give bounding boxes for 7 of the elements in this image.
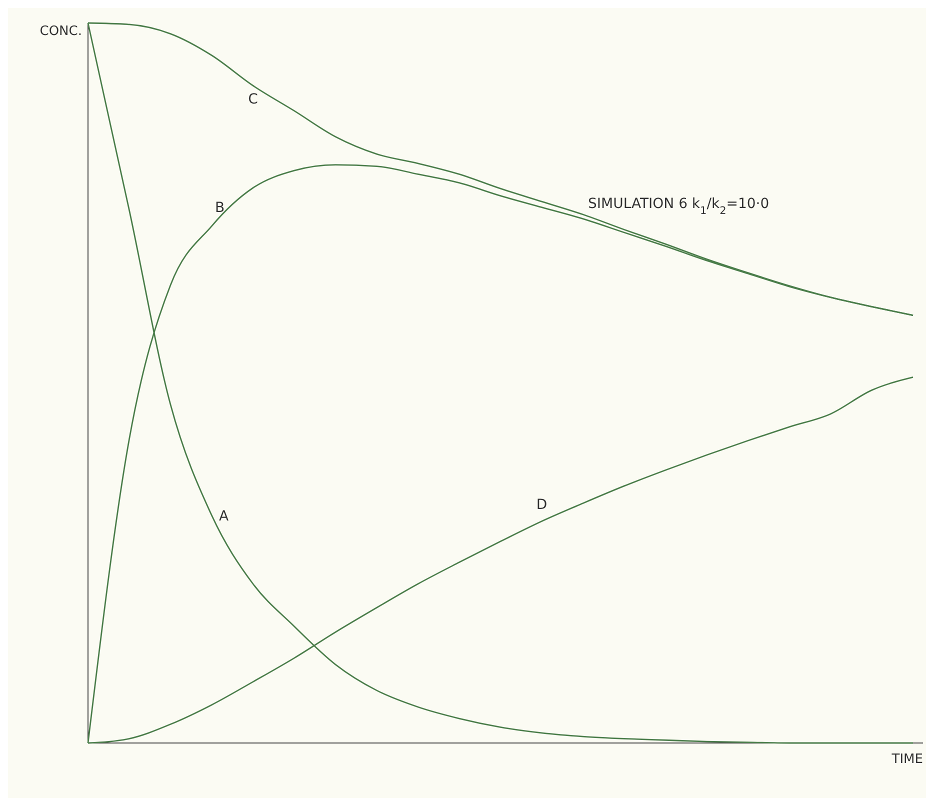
y-axis-title: CONC. — [40, 24, 82, 39]
x-axis-title: TIME — [890, 752, 923, 767]
series-label: C — [248, 92, 258, 108]
series-label: A — [218, 508, 229, 524]
annotation: SIMULATION 6 k$_{1}$/k$_{2}$=10·0 — [588, 196, 770, 217]
series-label: B — [214, 200, 225, 216]
series-label: D — [536, 497, 548, 514]
